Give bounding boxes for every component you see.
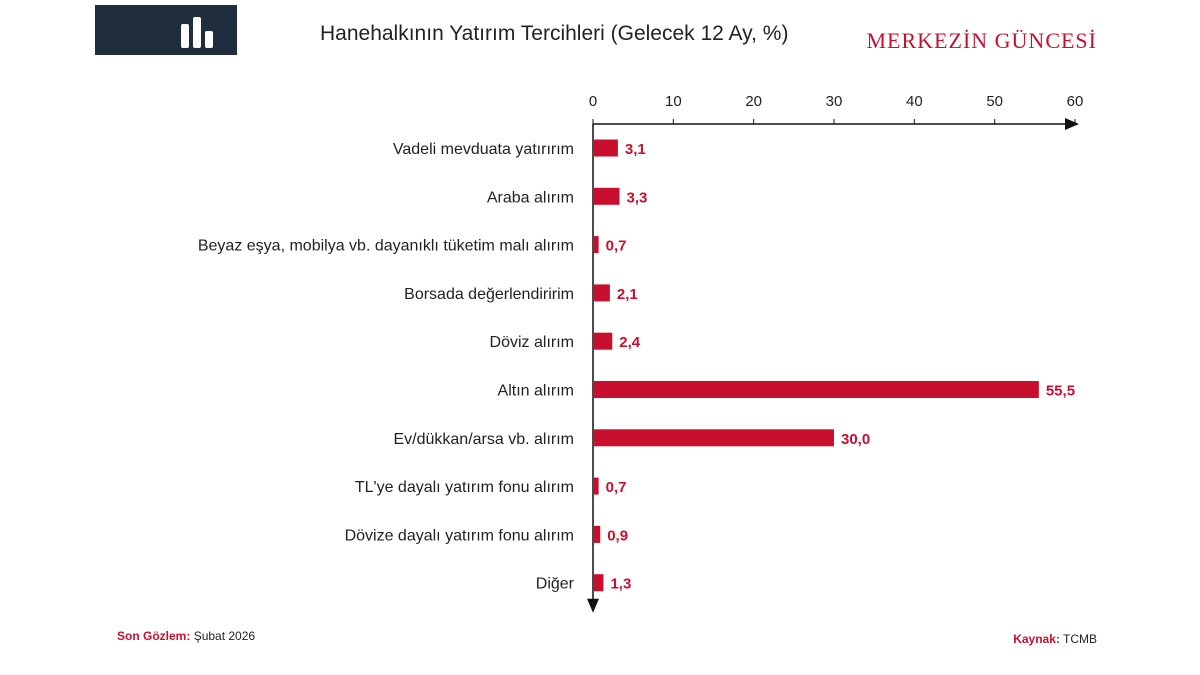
value-label: 2,4 xyxy=(619,334,641,351)
value-label: 2,1 xyxy=(617,286,638,303)
bar xyxy=(593,139,618,157)
y-axis-arrow xyxy=(587,598,599,613)
logo xyxy=(95,5,237,55)
source-value: TCMB xyxy=(1063,632,1097,646)
bar xyxy=(593,477,599,495)
x-tick-label: 0 xyxy=(589,93,597,110)
value-label: 30,0 xyxy=(841,431,870,448)
value-label: 0,9 xyxy=(607,527,628,544)
brand-name: MERKEZİN GÜNCESİ xyxy=(866,28,1097,53)
source-label: Kaynak: xyxy=(1013,632,1060,646)
bar xyxy=(593,525,601,543)
x-tick-label: 50 xyxy=(986,93,1003,110)
bar xyxy=(593,429,834,447)
category-label: Altın alırım xyxy=(498,383,574,400)
x-tick-label: 30 xyxy=(826,93,843,110)
x-tick-label: 40 xyxy=(906,93,923,110)
category-label: TL'ye dayalı yatırım fonu alırım xyxy=(355,479,574,496)
category-label: Beyaz eşya, mobilya vb. dayanıklı tüketi… xyxy=(198,238,574,255)
chart-title: Hanehalkının Yatırım Tercihleri (Gelecek… xyxy=(320,22,789,45)
bar xyxy=(593,236,599,254)
value-label: 1,3 xyxy=(610,576,631,593)
value-label: 0,7 xyxy=(606,238,627,255)
x-tick-label: 60 xyxy=(1067,93,1084,110)
value-label: 0,7 xyxy=(606,479,627,496)
observation-label: Son Gözlem: xyxy=(117,629,191,643)
category-label: Borsada değerlendiririm xyxy=(404,286,574,303)
category-label: Araba alırım xyxy=(487,189,574,206)
category-label: Vadeli mevduata yatırırım xyxy=(393,141,574,158)
bar xyxy=(593,381,1039,398)
category-label: Döviz alırım xyxy=(490,334,574,351)
x-tick-label: 20 xyxy=(745,93,762,110)
value-label: 3,3 xyxy=(627,189,648,206)
x-tick-label: 10 xyxy=(665,93,682,110)
value-label: 3,1 xyxy=(625,141,646,158)
category-label: Diğer xyxy=(536,576,575,593)
observation-value: Şubat 2026 xyxy=(193,629,256,643)
category-label: Dövize dayalı yatırım fonu alırım xyxy=(345,527,574,544)
value-label: 55,5 xyxy=(1046,383,1075,400)
bar xyxy=(593,284,610,302)
bar xyxy=(593,574,604,592)
bar-chart-icon xyxy=(181,17,213,48)
footer-source: Kaynak: TCMB xyxy=(1013,632,1097,646)
x-axis-arrow xyxy=(1065,118,1079,130)
category-label: Ev/dükkan/arsa vb. alırım xyxy=(393,431,574,448)
footer-observation: Son Gözlem: Şubat 2026 xyxy=(117,629,255,643)
bar xyxy=(593,187,620,205)
bar xyxy=(593,332,613,350)
